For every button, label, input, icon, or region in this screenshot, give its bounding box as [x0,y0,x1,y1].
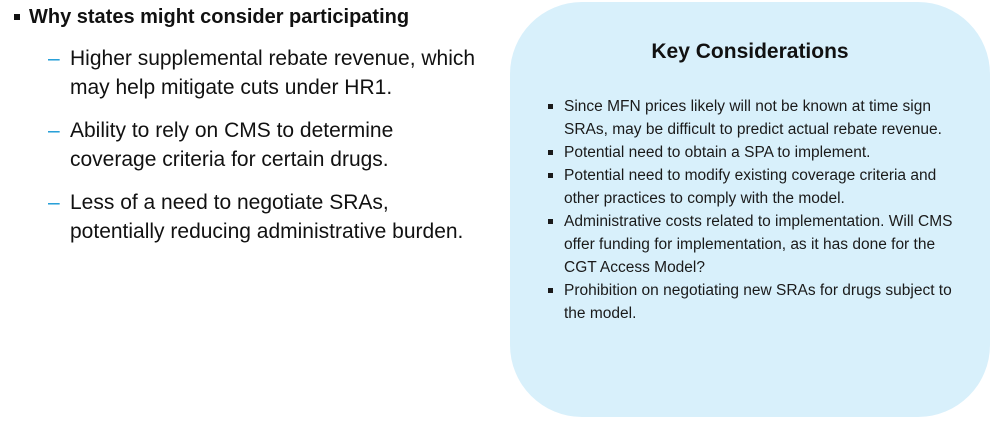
dash-bullet-icon: – [48,119,60,142]
list-item: – Higher supplemental rebate revenue, wh… [48,44,484,102]
dash-bullet-icon: – [48,47,60,70]
list-item-text: Less of a need to negotiate SRAs, potent… [70,191,464,243]
list-item-text: Higher supplemental rebate revenue, whic… [70,47,476,99]
list-item-text: Since MFN prices likely will not be know… [564,98,942,138]
list-item-text: Potential need to obtain a SPA to implem… [564,144,871,161]
list-item: Prohibition on negotiating new SRAs for … [546,279,966,325]
key-considerations-panel: Key Considerations Since MFN prices like… [510,2,990,417]
section-heading-text: Why states might consider participating [29,6,410,28]
reasons-list: – Higher supplemental rebate revenue, wh… [14,44,484,246]
list-item: Since MFN prices likely will not be know… [546,95,966,141]
list-item: – Less of a need to negotiate SRAs, pote… [48,188,484,246]
list-item-text: Administrative costs related to implemen… [564,213,953,276]
dash-bullet-icon: – [48,191,60,214]
list-item-text: Prohibition on negotiating new SRAs for … [564,282,952,322]
list-item: – Ability to rely on CMS to determine co… [48,116,484,174]
list-item: Potential need to modify existing covera… [546,164,966,210]
participation-section: Why states might consider participating … [14,4,484,260]
list-item-text: Ability to rely on CMS to determine cove… [70,119,394,171]
panel-title: Key Considerations [651,40,849,63]
section-heading: Why states might consider participating [14,4,484,30]
considerations-list: Since MFN prices likely will not be know… [546,95,966,325]
list-item-text: Potential need to modify existing covera… [564,167,937,207]
list-item: Administrative costs related to implemen… [546,210,966,279]
square-bullet-icon [14,14,20,20]
list-item: Potential need to obtain a SPA to implem… [546,141,966,164]
